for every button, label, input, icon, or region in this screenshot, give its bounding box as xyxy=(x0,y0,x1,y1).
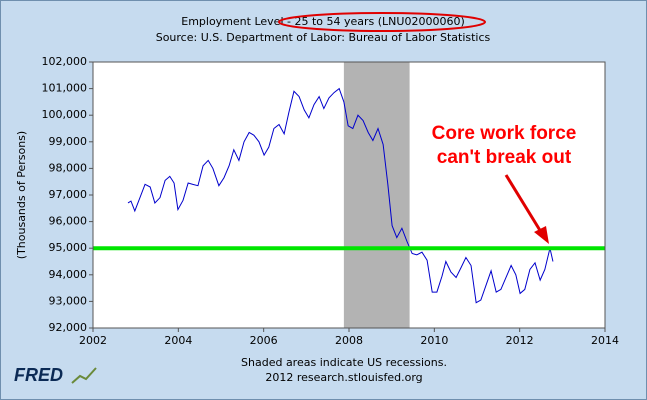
chart-subtitle: Source: U.S. Department of Labor: Bureau… xyxy=(156,31,491,44)
x-tick-label: 2004 xyxy=(164,334,192,347)
y-tick-label: 100,000 xyxy=(42,108,88,121)
recession-note: Shaded areas indicate US recessions. xyxy=(241,356,447,369)
data-line xyxy=(127,87,554,304)
y-tick-label: 93,000 xyxy=(49,294,88,307)
annotation: Core work force xyxy=(432,123,577,144)
annotation: can't break out xyxy=(437,147,572,168)
x-tick-label: 2002 xyxy=(79,334,107,347)
credit: 2012 research.stlouisfed.org xyxy=(265,371,422,384)
plot-layer xyxy=(93,62,605,328)
y-tick-label: 98,000 xyxy=(49,161,88,174)
y-tick-label: 101,000 xyxy=(42,82,88,95)
x-tick-label: 2008 xyxy=(335,334,363,347)
y-tick-label: 96,000 xyxy=(49,215,88,228)
y-axis-label: (Thousands of Persons) xyxy=(15,131,28,259)
chart-title: Employment Level - 25 to 54 years (LNU02… xyxy=(181,15,464,28)
recession-band xyxy=(343,62,410,328)
logo: FRED xyxy=(14,365,63,385)
y-tick-label: 95,000 xyxy=(49,241,88,254)
y-tick-label: 102,000 xyxy=(42,55,88,68)
x-tick-label: 2014 xyxy=(591,334,619,347)
annotation-arrowhead xyxy=(534,226,549,244)
x-tick-label: 2010 xyxy=(420,334,448,347)
y-tick-label: 97,000 xyxy=(49,188,88,201)
highlight-ellipse xyxy=(278,12,486,32)
annotation-arrow xyxy=(504,174,543,233)
y-tick-label: 94,000 xyxy=(49,268,88,281)
x-tick-label: 2006 xyxy=(250,334,278,347)
x-tick-label: 2012 xyxy=(506,334,534,347)
y-tick-label: 99,000 xyxy=(49,135,88,148)
logo-icon xyxy=(71,367,97,384)
y-tick-label: 92,000 xyxy=(49,321,88,334)
